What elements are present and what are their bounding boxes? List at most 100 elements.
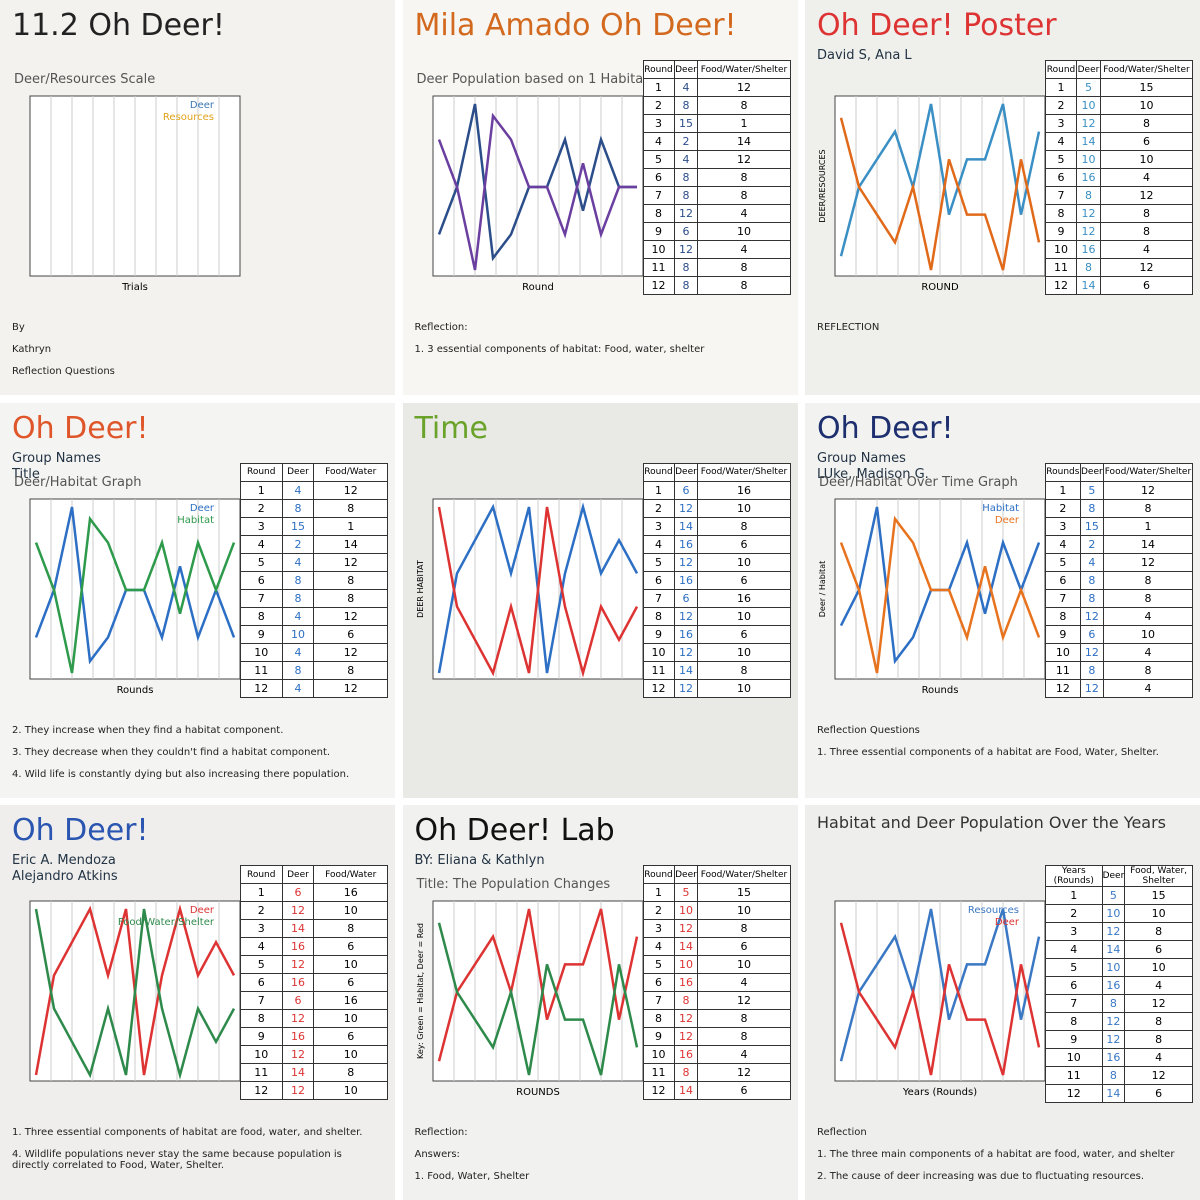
header-cell: Deer — [1076, 60, 1101, 79]
table-row: 11 8 8 — [240, 660, 388, 680]
round-cell: 7 — [1045, 994, 1103, 1013]
table-row: 9 16 6 — [240, 1027, 388, 1046]
poster: 11.2 Oh Deer! Deer/Resources Scale Trials D… — [0, 0, 395, 395]
deer-cell: 4 — [281, 552, 315, 572]
deer-cell: 16 — [1076, 168, 1101, 187]
table-header: Years (Rounds) Deer Food, Water, Shelter — [1045, 865, 1193, 887]
round-cell: 8 — [1045, 606, 1081, 626]
round-cell: 1 — [642, 480, 675, 500]
table-row: 10 12 10 — [240, 1045, 388, 1064]
deer-cell: 16 — [1076, 240, 1101, 259]
round-cell: 10 — [642, 642, 675, 662]
table-row: 10 4 12 — [240, 642, 388, 662]
table-row: 3 12 8 — [642, 919, 791, 938]
round-cell: 8 — [240, 606, 283, 626]
round-cell: 4 — [1045, 534, 1081, 554]
habitat-cell: 4 — [697, 204, 791, 223]
habitat-cell: 10 — [1099, 96, 1194, 115]
deer-cell: 16 — [281, 973, 315, 992]
table-row: 10 16 4 — [1044, 240, 1194, 259]
deer-cell: 14 — [281, 1063, 315, 1082]
table-row: 9 6 10 — [1045, 624, 1194, 644]
table-row: 7 6 16 — [240, 991, 388, 1010]
deer-cell: 4 — [281, 606, 315, 626]
round-cell: 3 — [240, 919, 283, 938]
deer-cell: 12 — [1076, 222, 1101, 241]
round-cell: 9 — [1044, 222, 1078, 241]
habitat-cell: 8 — [313, 498, 388, 518]
round-cell: 5 — [642, 150, 675, 169]
deer-cell: 4 — [1079, 552, 1104, 572]
deer-cell: 14 — [1076, 276, 1101, 295]
round-cell: 9 — [1045, 624, 1081, 644]
graph: DEER HABITAT — [416, 498, 643, 679]
round-cell: 4 — [240, 937, 283, 956]
table-row: 3 12 8 — [1044, 114, 1194, 133]
deer-cell: 16 — [281, 937, 315, 956]
header-cell: Rounds — [1045, 462, 1081, 482]
habitat-cell: 12 — [1099, 186, 1194, 205]
reflection-note: Reflection — [817, 1127, 867, 1138]
reflection-note: 4. Wild life is constantly dying but als… — [12, 768, 350, 780]
group-name: Title — [12, 466, 40, 482]
habitat-cell: 8 — [1102, 660, 1194, 680]
habitat-cell: 8 — [1099, 114, 1194, 133]
round-cell: 1 — [240, 480, 283, 500]
graph-title: Title: The Population Changes — [416, 877, 611, 892]
reflection-note: 2. The cause of deer increasing was due … — [817, 1171, 1145, 1182]
legend-entry: Resources — [968, 905, 1019, 916]
deer-cell: 5 — [1101, 886, 1126, 905]
table-row: 9 6 10 — [642, 222, 791, 241]
habitat-cell: 16 — [313, 883, 388, 902]
table-row: 3 15 1 — [642, 114, 791, 133]
table-row: 4 16 6 — [240, 937, 388, 956]
round-cell: 1 — [642, 78, 675, 97]
reflection-note: By — [12, 322, 25, 333]
round-cell: 2 — [240, 498, 283, 518]
table-row: 12 8 8 — [642, 276, 791, 295]
y-axis-label: Key: Green = Habitat, Deer = Red — [416, 923, 425, 1059]
round-cell: 11 — [240, 1063, 283, 1082]
habitat-cell: 12 — [1102, 552, 1194, 572]
table-row: 5 12 10 — [240, 955, 388, 974]
habitat-cell: 15 — [697, 883, 791, 902]
habitat-cell: 6 — [1124, 1084, 1193, 1103]
data-table: Round Deer Food/Water/Shelter 1 4 12 2 8 8 3 15 1 4 2… — [642, 60, 791, 295]
deer-cell: 16 — [673, 1045, 699, 1064]
deer-cell: 6 — [1079, 624, 1104, 644]
deer-cell: 8 — [673, 276, 699, 295]
table-header: Round Deer Food/Water/Shelter — [1044, 60, 1194, 79]
table-row: 11 14 8 — [642, 660, 791, 680]
deer-cell: 12 — [673, 240, 699, 259]
deer-cell: 14 — [281, 919, 315, 938]
reflection-note: Reflection Questions — [12, 366, 115, 377]
table-row: 9 16 6 — [642, 624, 791, 644]
poster-title: 11.2 Oh Deer! — [12, 8, 225, 43]
habitat-cell: 8 — [1102, 588, 1194, 608]
habitat-cell: 10 — [697, 552, 791, 572]
round-cell: 9 — [642, 1027, 675, 1046]
deer-cell: 16 — [281, 1027, 315, 1046]
round-cell: 6 — [642, 168, 675, 187]
habitat-cell: 16 — [697, 588, 791, 608]
deer-cell: 12 — [1101, 1012, 1126, 1031]
deer-cell: 8 — [281, 588, 315, 608]
table-row: 5 10 10 — [642, 955, 791, 974]
table-row: 10 12 4 — [1045, 642, 1194, 662]
habitat-cell: 8 — [697, 96, 791, 115]
deer-cell: 2 — [281, 534, 315, 554]
habitat-cell: 10 — [697, 955, 791, 974]
table-row: 1 4 12 — [642, 78, 791, 97]
habitat-cell: 6 — [313, 1027, 388, 1046]
round-cell: 6 — [1045, 570, 1081, 590]
header-cell: Years (Rounds) — [1045, 865, 1103, 887]
round-cell: 5 — [1045, 552, 1081, 572]
habitat-cell: 12 — [1124, 1066, 1193, 1085]
round-cell: 8 — [1045, 1012, 1103, 1031]
round-cell: 10 — [1045, 642, 1081, 662]
